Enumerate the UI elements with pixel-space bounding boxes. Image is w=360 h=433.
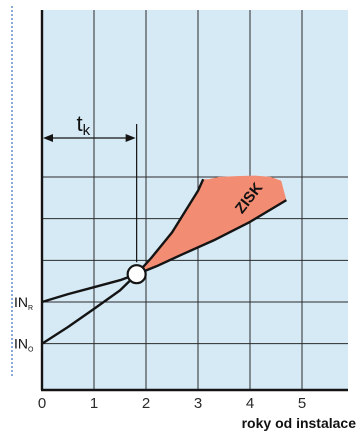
y-axis-label: INR: [14, 294, 33, 312]
arrowhead-right: [125, 134, 136, 142]
arrowhead-left: [43, 134, 53, 142]
x-tick-label: 2: [142, 395, 150, 412]
y-axis-label: INO: [14, 336, 34, 354]
x-axis-label: roky od instalace: [242, 415, 357, 431]
x-tick-label: 3: [194, 395, 202, 412]
x-tick-label: 0: [38, 395, 46, 412]
profit-region: [136, 175, 287, 275]
tk-label: tk: [77, 111, 91, 139]
lower-curve: [41, 199, 288, 304]
x-tick-labels: 0 1 2 3 4 5: [38, 395, 306, 412]
intersection-point: [126, 264, 147, 285]
axes: [40, 10, 348, 392]
x-tick-label: 4: [246, 395, 254, 412]
x-tick-label: 5: [298, 395, 306, 412]
x-tick-label: 1: [90, 395, 98, 412]
payback-time-annotation: tk: [43, 111, 138, 263]
y-axis-labels: INR INO: [14, 294, 34, 354]
